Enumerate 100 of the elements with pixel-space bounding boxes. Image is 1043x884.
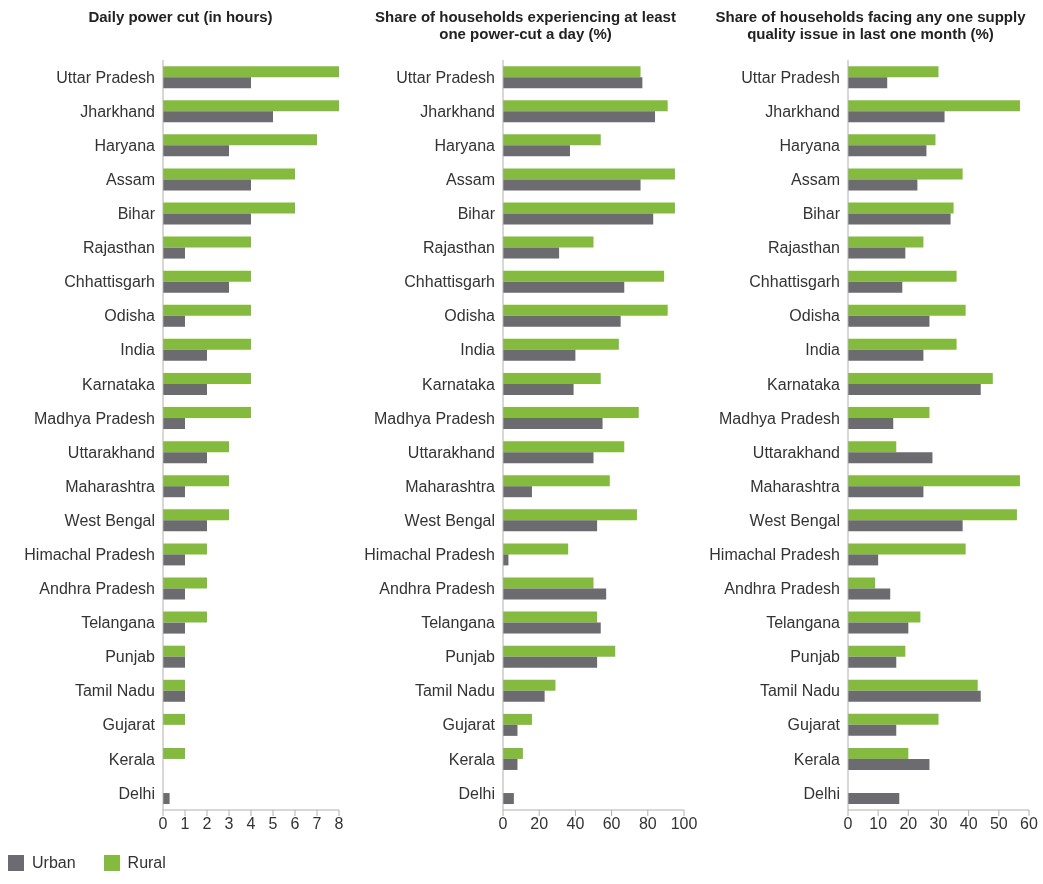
bar [163,543,207,555]
y-tick-label: Himachal Pradesh [364,546,495,563]
bar [848,304,966,316]
bar [163,622,185,634]
bar [848,315,930,327]
bar [848,588,891,600]
bar [503,418,603,430]
y-tick-label: Andhra Pradesh [379,580,495,598]
bar [848,713,939,725]
legend-label: Rural [127,854,166,872]
bar [163,202,295,214]
bar [503,372,601,384]
bar [848,793,900,805]
bar [848,383,981,395]
bar [503,407,639,419]
y-tick-label: Madhya Pradesh [374,409,495,427]
bar [848,724,897,736]
bar [503,145,570,157]
bar [163,270,251,282]
y-tick-label: Odisha [444,307,496,325]
y-tick-label: Telangana [766,614,841,632]
x-tick-label: 30 [929,815,948,833]
bar [163,315,185,327]
x-tick-label: 1 [180,815,190,833]
y-tick-label: Bihar [117,205,156,223]
y-tick-label: Assam [106,171,155,188]
y-tick-label: Delhi [803,784,840,802]
bar [163,77,251,89]
bar [848,520,963,532]
y-tick-label: Chhattisgarh [64,273,155,291]
bar [503,179,641,191]
y-tick-label: Telangana [81,614,156,632]
y-tick-label: Delhi [458,784,495,802]
x-tick-label: 5 [268,815,278,833]
bar [848,168,963,180]
y-tick-label: Jharkhand [420,102,495,120]
y-tick-label: Tamil Nadu [74,682,155,700]
y-tick-label: Uttar Pradesh [396,68,495,86]
bar [848,338,957,350]
bar [503,577,594,589]
bar [163,713,185,725]
y-tick-label: Himachal Pradesh [24,546,155,563]
bar [848,100,1020,112]
bar [163,747,185,759]
y-tick-label: West Bengal [749,511,840,529]
bar [848,758,930,770]
y-tick-label: Kerala [108,750,156,768]
bar [503,304,668,316]
bar [163,349,207,361]
y-tick-label: Karnataka [767,375,841,393]
bar [503,622,601,634]
x-tick-label: 50 [989,815,1008,833]
bar [503,77,643,89]
legend-label: Urban [32,854,76,872]
bar [848,441,897,453]
x-tick-label: 20 [899,815,918,833]
x-tick-label: 10 [869,815,888,833]
bar [848,645,906,657]
bar [163,213,251,225]
y-tick-label: India [805,341,841,359]
y-tick-label: Jharkhand [765,102,840,120]
x-tick-label: 2 [202,815,212,833]
y-tick-label: Bihar [802,205,841,223]
x-tick-label: 60 [1020,815,1038,833]
bar [503,679,556,691]
bar [163,645,185,657]
y-tick-label: West Bengal [404,511,495,529]
x-tick-label: 40 [566,815,585,833]
y-tick-label: India [120,341,156,359]
x-tick-label: 0 [498,815,508,833]
bar [163,486,185,498]
bar [503,520,598,532]
bar [163,690,185,702]
y-tick-label: Tamil Nadu [414,682,495,700]
y-tick-label: Karnataka [422,375,496,393]
bar [503,724,518,736]
bar [503,656,598,668]
bar [163,577,207,589]
y-tick-label: Uttar Pradesh [56,68,155,86]
x-tick-label: 6 [290,815,300,833]
bar [848,270,957,282]
bar [503,690,545,702]
y-tick-label: Chhattisgarh [749,273,840,291]
bar [163,407,251,419]
bar [163,441,229,453]
bar [503,383,574,395]
bar [503,758,518,770]
bar [503,747,523,759]
y-tick-label: Odisha [104,307,156,325]
bar [848,77,888,89]
bar [503,247,560,259]
bar [503,588,607,600]
y-tick-label: India [460,341,496,359]
y-tick-label: Haryana [779,136,841,154]
y-tick-label: Maharashtra [65,477,156,495]
y-tick-label: Maharashtra [405,477,496,495]
bar [848,543,966,555]
bar [163,168,295,180]
bar [163,100,339,112]
bar [848,656,897,668]
